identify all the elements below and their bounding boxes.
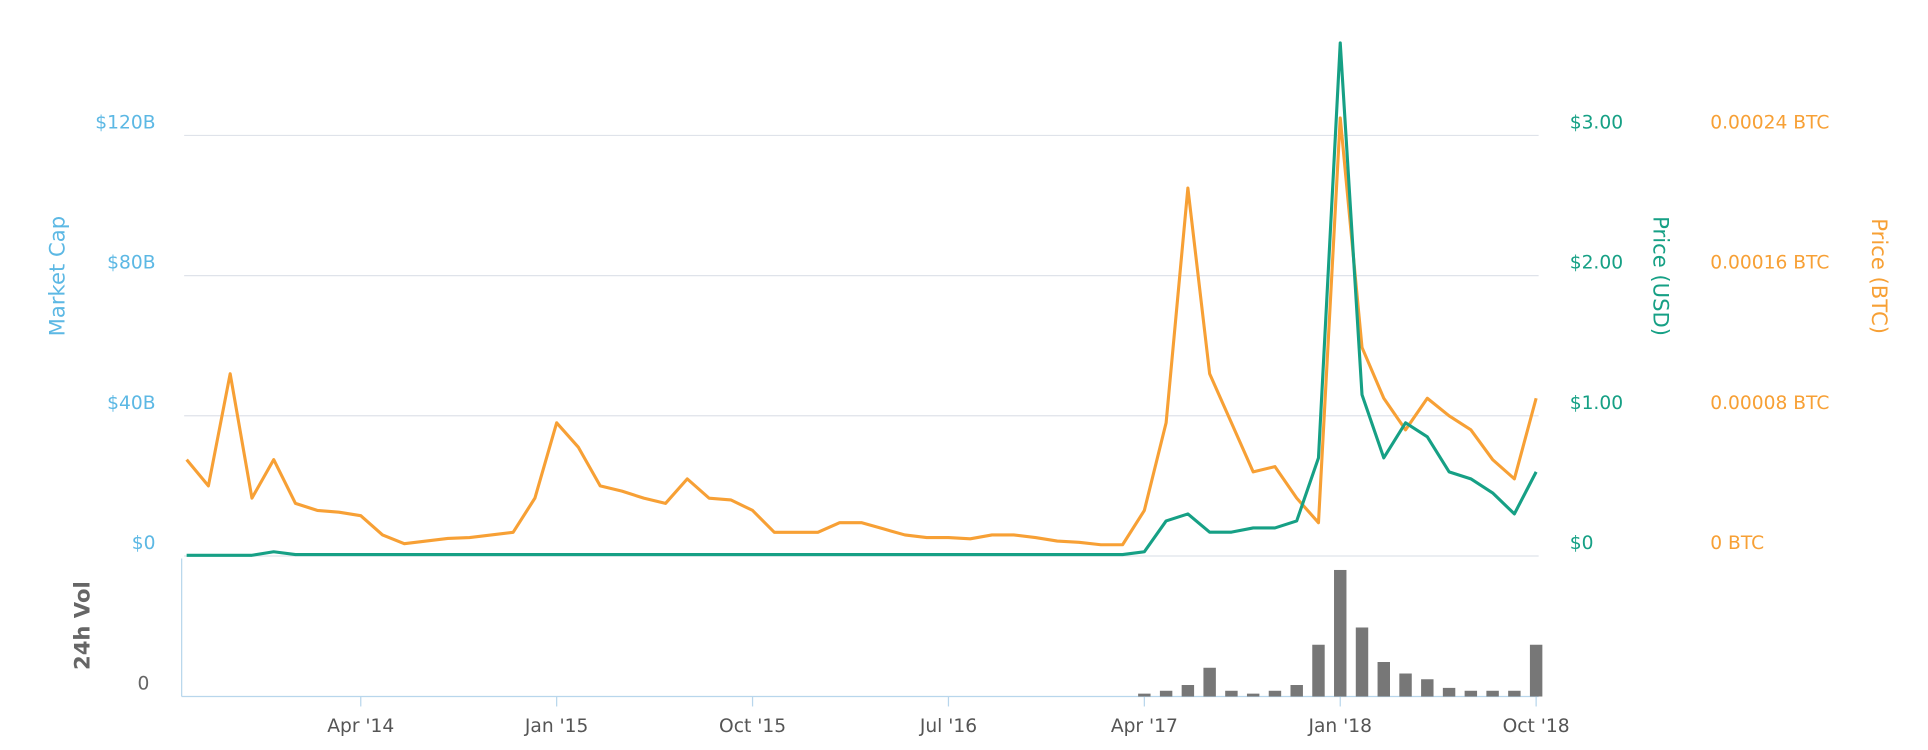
y3-tick-label: 0.00024 BTC	[1710, 112, 1829, 133]
volume-bar	[1312, 644, 1325, 697]
y-axis-title: Market Cap	[45, 216, 70, 336]
y3-tick-label: 0.00016 BTC	[1710, 253, 1829, 274]
y-tick-label: $40B	[107, 393, 155, 414]
y3-tick-label: 0 BTC	[1710, 533, 1764, 554]
y2-tick-label: $0	[1570, 533, 1594, 554]
volume-bar	[1355, 627, 1369, 697]
x-tick-label: Apr '14	[327, 716, 394, 737]
x-tick-label: Jan '18	[1307, 716, 1372, 737]
volume-bar	[1159, 690, 1173, 697]
volume-tick-label: 0	[137, 674, 149, 695]
volume-bar	[1138, 693, 1151, 697]
volume-bar	[1268, 690, 1282, 697]
volume-bar	[1399, 673, 1412, 697]
volume-axis-title: 24h Vol	[69, 581, 94, 670]
volume-bar	[1442, 687, 1456, 697]
x-tick-label: Oct '18	[1503, 716, 1570, 737]
x-tick-label: Jul '16	[919, 716, 977, 737]
y2-tick-label: $3.00	[1570, 112, 1623, 133]
marks	[185, 41, 1543, 697]
y2-tick-label: $1.00	[1570, 393, 1623, 414]
y-tick-label: $0	[132, 533, 156, 554]
axes: $0 $40B $80B $120B Market Cap $0 $1.00 $2.00 $3.…	[45, 112, 1893, 736]
volume-bar	[1203, 667, 1216, 697]
volume-bar	[1225, 690, 1238, 697]
y3-axis-title: Price (BTC)	[1867, 218, 1892, 334]
x-tick-label: Oct '15	[719, 716, 786, 737]
volume-bar	[1486, 690, 1499, 697]
x-tick-label: Jan '15	[524, 716, 589, 737]
volume-bar	[1334, 569, 1347, 697]
volume-bar	[1421, 679, 1434, 697]
volume-bar	[1246, 693, 1260, 697]
volume-bar	[1181, 685, 1195, 697]
y-tick-label: $80B	[107, 253, 155, 274]
volume-bar	[1377, 662, 1390, 697]
y-tick-label: $120B	[95, 112, 155, 133]
x-tick-label: Apr '17	[1111, 716, 1178, 737]
volume-bar	[1529, 644, 1543, 697]
y3-tick-label: 0.00008 BTC	[1710, 393, 1829, 414]
line-series	[186, 41, 1538, 557]
line-series	[185, 116, 1538, 547]
volume-bar	[1464, 690, 1478, 697]
y2-axis-title: Price (USD)	[1648, 216, 1673, 336]
volume-bar	[1290, 685, 1303, 697]
volume-bar	[1508, 690, 1521, 697]
y2-tick-label: $2.00	[1570, 253, 1623, 274]
